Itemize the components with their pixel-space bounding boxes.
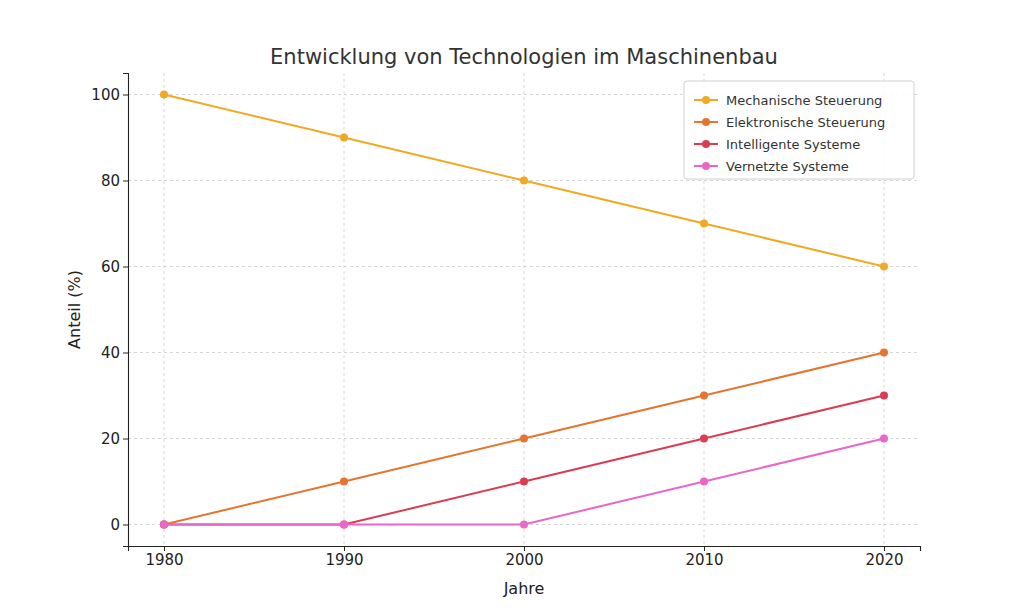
point — [700, 392, 708, 400]
legend: Mechanische Steuerung Elektronische Steue… — [684, 81, 914, 179]
point — [520, 435, 528, 443]
tick: 40 — [101, 344, 128, 362]
point — [520, 177, 528, 185]
tick: 1990 — [325, 546, 363, 569]
chart: 1980 1990 2000 2010 2020 0 20 40 60 80 100 Mechanis… — [0, 0, 1024, 614]
tick-label: 20 — [101, 430, 120, 448]
point — [700, 435, 708, 443]
point — [880, 392, 888, 400]
point — [160, 91, 168, 99]
x-axis-title: Jahre — [503, 579, 545, 598]
tick-mark — [123, 267, 128, 268]
tick-label: 1980 — [145, 551, 183, 569]
point — [520, 478, 528, 486]
legend-item: Intelligente Systeme — [694, 137, 860, 152]
point — [700, 478, 708, 486]
grid-line-y — [128, 352, 920, 353]
grid-line-x — [524, 73, 525, 546]
series — [160, 435, 888, 529]
tick-label: 1990 — [325, 551, 363, 569]
legend-item: Elektronische Steuerung — [694, 115, 885, 130]
series — [160, 392, 888, 529]
tick-label: 2020 — [865, 551, 903, 569]
tick: 100 — [91, 86, 128, 104]
x-axis: 1980 1990 2000 2010 2020 — [129, 546, 921, 569]
point — [340, 478, 348, 486]
series-line — [164, 439, 884, 525]
legend-label: Intelligente Systeme — [726, 137, 860, 152]
tick-label: 40 — [101, 344, 120, 362]
point — [340, 521, 348, 529]
legend-marker — [702, 162, 710, 170]
point — [880, 349, 888, 357]
grid-line-x — [164, 73, 165, 546]
tick: 2000 — [505, 546, 543, 569]
legend-marker — [702, 140, 710, 148]
tick-mark — [123, 353, 128, 354]
grid — [128, 73, 920, 546]
plot: 1980 1990 2000 2010 2020 0 20 40 60 80 100 Mechanis… — [91, 73, 920, 569]
tick-label: 80 — [101, 172, 120, 190]
tick-mark — [123, 439, 128, 440]
tick-label: 2000 — [505, 551, 543, 569]
series-line — [164, 396, 884, 525]
grid-line-y — [128, 266, 920, 267]
tick-mark — [123, 525, 128, 526]
legend-label: Vernetzte Systeme — [726, 159, 849, 174]
tick: 60 — [101, 258, 128, 276]
legend-frame — [684, 81, 914, 179]
legend-item: Mechanische Steuerung — [694, 93, 882, 108]
point — [340, 134, 348, 142]
point — [700, 220, 708, 228]
point — [880, 435, 888, 443]
tick-mark — [123, 181, 128, 182]
grid-line-x — [344, 73, 345, 546]
tick: 80 — [101, 172, 128, 190]
tick: 2020 — [865, 546, 903, 569]
title: Entwicklung von Technologien im Maschine… — [270, 45, 778, 69]
tick-label: 2010 — [685, 551, 723, 569]
legend-marker — [702, 96, 710, 104]
axis-line — [123, 74, 129, 547]
y-axis-title: Anteil (%) — [65, 270, 84, 349]
tick-label: 100 — [91, 86, 120, 104]
legend-item: Vernetzte Systeme — [694, 159, 849, 174]
tick: 1980 — [145, 546, 183, 569]
tick-label: 60 — [101, 258, 120, 276]
tick-label: 0 — [110, 516, 120, 534]
tick-mark — [123, 95, 128, 96]
point — [520, 521, 528, 529]
series — [160, 91, 888, 271]
point — [160, 521, 168, 529]
tick: 0 — [110, 516, 128, 534]
legend-label: Mechanische Steuerung — [726, 93, 882, 108]
legend-marker — [702, 118, 710, 126]
series-line — [164, 353, 884, 525]
y-axis: 0 20 40 60 80 100 — [91, 74, 128, 547]
point — [340, 521, 348, 529]
tick: 20 — [101, 430, 128, 448]
series — [160, 349, 888, 529]
tick: 2010 — [685, 546, 723, 569]
point — [160, 521, 168, 529]
legend-label: Elektronische Steuerung — [726, 115, 885, 130]
point — [160, 521, 168, 529]
point — [880, 263, 888, 271]
